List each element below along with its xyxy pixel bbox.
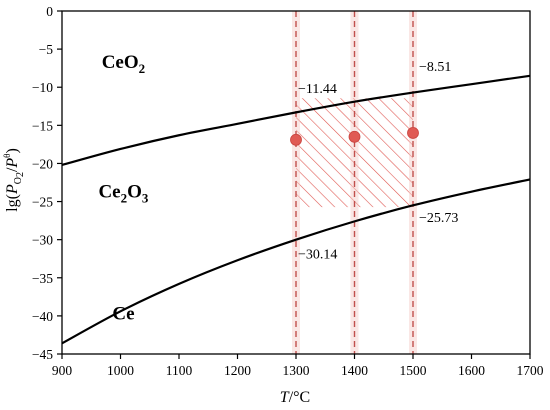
x-axis-title-unit: /°C	[289, 389, 311, 406]
series-layer	[61, 74, 531, 345]
y-tick-label--20: −20	[32, 156, 53, 171]
x-tick-label-1300: 1300	[283, 363, 310, 378]
y-tick-label--35: −35	[32, 271, 53, 286]
y-axis-title-p1-sub: O	[13, 177, 24, 184]
region-label-main: Ce	[98, 182, 120, 203]
x-tick-label-1100: 1100	[166, 363, 193, 378]
x-tick-label-1200: 1200	[224, 363, 251, 378]
y-tick-label--45: −45	[32, 347, 53, 362]
region-label-sub: 2	[139, 61, 146, 76]
x-tick-label-1500: 1500	[400, 363, 427, 378]
x-axis-title: T/°C	[280, 389, 310, 406]
ticks-layer: 900 1000 1100 1200 1300 1400 1500 1600 1700 0 −5 −1…	[32, 4, 544, 378]
x-tick-label-1000: 1000	[107, 363, 134, 378]
y-tick-label--15: −15	[32, 118, 53, 133]
annotation-4: −25.73	[419, 211, 458, 226]
data-point-1500	[407, 127, 419, 139]
region-label-2: Ce2O3	[98, 182, 148, 206]
region-label-1: CeO2	[102, 52, 145, 76]
annotation-3: −30.14	[298, 248, 337, 263]
region-label-3: Ce	[112, 304, 134, 325]
y-tick-label--5: −5	[39, 42, 54, 57]
y-axis-title-p1-sub2: 2	[15, 172, 26, 177]
data-point-1300	[290, 133, 302, 146]
region-label-after: O	[127, 182, 142, 203]
data-point-1400	[348, 130, 361, 143]
region-label-main: CeO	[102, 52, 139, 73]
points-layer	[290, 127, 419, 146]
x-tick-label-1700: 1700	[517, 363, 544, 378]
x-tick-label-1600: 1600	[458, 363, 485, 378]
y-axis-title-prefix: lg(	[4, 194, 21, 212]
region-label-sub: 2	[121, 191, 128, 206]
y-axis-title-p2-sup: θ	[2, 153, 12, 157]
y-axis-title-suffix: )	[4, 148, 21, 153]
region-label-sub2: 3	[142, 191, 149, 206]
y-tick-label--25: −25	[32, 195, 53, 210]
annotations-layer: −11.44 −8.51 −30.14 −25.73	[298, 60, 458, 263]
y-tick-label-0: 0	[46, 4, 53, 19]
x-tick-label-900: 900	[52, 363, 73, 378]
vertical-lines-layer	[292, 11, 417, 354]
x-axis-title-variable: T	[280, 389, 290, 406]
y-tick-label--30: −30	[32, 233, 53, 248]
y-axis-title-p1: P	[4, 184, 21, 195]
annotation-1: −11.44	[298, 82, 337, 97]
x-tick-label-1400: 1400	[341, 363, 368, 378]
series-line-2	[61, 178, 531, 345]
region-label-main: Ce	[112, 304, 134, 325]
y-axis-title: lg(PO2/Pθ)	[2, 148, 26, 212]
y-axis-title-p2: P	[4, 158, 21, 169]
y-tick-label--10: −10	[32, 80, 53, 95]
series-line-1	[61, 74, 531, 167]
y-axis-title-slash: /	[4, 167, 21, 172]
annotation-2: −8.51	[419, 60, 451, 75]
y-tick-label--40: −40	[32, 309, 53, 324]
